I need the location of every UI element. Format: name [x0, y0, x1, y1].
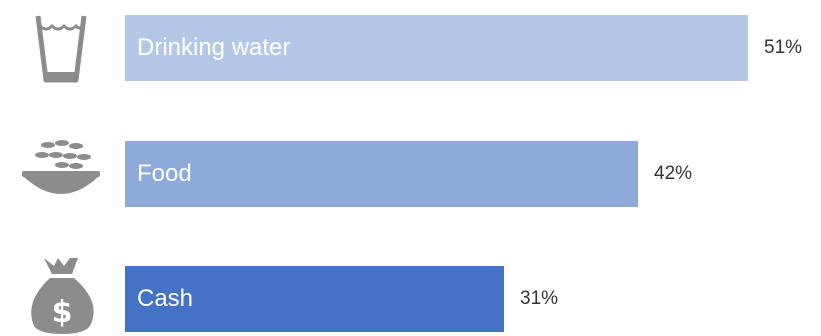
svg-text:$: $ [52, 295, 73, 330]
bar-drinking-water [125, 15, 748, 81]
money-bag-icon: $ [31, 258, 94, 334]
value-label-food: 42% [654, 163, 693, 184]
bar-cash [125, 266, 504, 332]
category-label-drinking-water: Drinking water [137, 34, 291, 61]
water-glass-icon [35, 15, 87, 83]
category-label-food: Food [137, 160, 192, 187]
value-label-cash: 31% [520, 288, 559, 309]
value-label-drinking-water: 51% [764, 37, 803, 58]
bar-food [125, 141, 638, 207]
food-bowl-icon [22, 140, 100, 194]
category-label-cash: Cash [137, 285, 194, 312]
